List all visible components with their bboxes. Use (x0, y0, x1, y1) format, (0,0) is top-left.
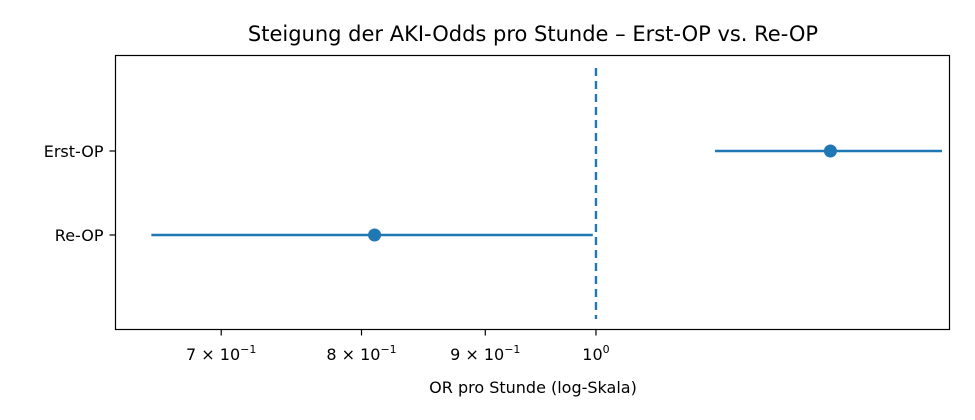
point-estimate (823, 144, 837, 158)
x-tick-mantissa: 7 (186, 345, 196, 364)
x-tick-label: 7 × 10−1 (186, 343, 256, 364)
x-tick-times: × 10 (460, 345, 504, 364)
x-tick-mantissa: 9 (450, 345, 460, 364)
x-tick-times: × 10 (337, 345, 381, 364)
y-tick-label: Erst-OP (44, 142, 104, 161)
x-tick-mantissa: 8 (326, 345, 336, 364)
x-tick-label: 100 (582, 343, 609, 364)
x-tick-exponent: −1 (380, 343, 396, 356)
x-tick-exponent: −1 (504, 343, 520, 356)
chart-title: Steigung der AKI-Odds pro Stunde – Erst-… (248, 22, 818, 46)
x-tick-exponent: −1 (240, 343, 256, 356)
x-axis-label: OR pro Stunde (log-Skala) (429, 378, 637, 397)
point-estimate (368, 228, 382, 242)
x-tick-times: × 10 (196, 345, 240, 364)
x-tick-label: 9 × 10−1 (450, 343, 520, 364)
x-tick-base: 10 (582, 345, 602, 364)
plot-frame (114, 54, 951, 331)
x-tick-exponent: 0 (603, 343, 610, 356)
x-tick-label: 8 × 10−1 (326, 343, 396, 364)
y-tick-label: Re-OP (55, 226, 104, 245)
